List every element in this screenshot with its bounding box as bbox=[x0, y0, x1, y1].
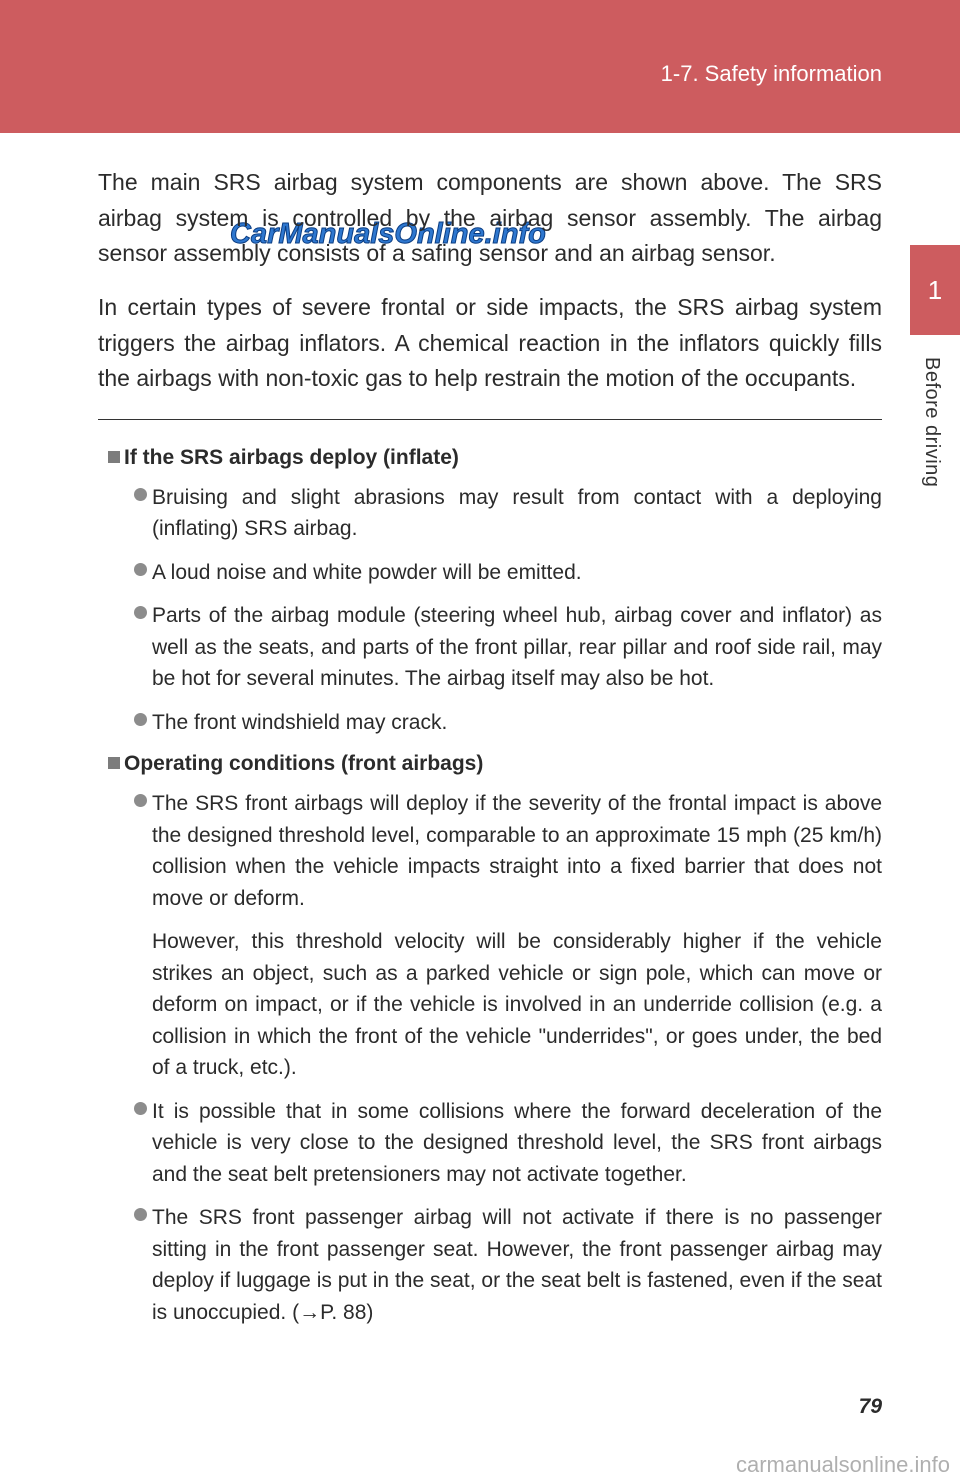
square-mark-icon bbox=[108, 451, 120, 463]
manual-page: 1-7. Safety information 1 Before driving… bbox=[0, 0, 960, 1484]
bullet-text: It is possible that in some collisions w… bbox=[152, 1096, 882, 1191]
section-heading-text: If the SRS airbags deploy (inflate) bbox=[124, 446, 459, 469]
footer-watermark: carmanualsonline.info bbox=[736, 1452, 950, 1478]
bullet-subtext: However, this threshold velocity will be… bbox=[152, 926, 882, 1084]
bullet-dot-icon bbox=[134, 488, 147, 501]
bullet-text: Parts of the airbag module (steering whe… bbox=[152, 600, 882, 695]
bullet-text: The SRS front passenger airbag will not … bbox=[152, 1202, 882, 1328]
bullet-dot-icon bbox=[134, 606, 147, 619]
chapter-tab: 1 bbox=[910, 245, 960, 335]
bullet-text: Bruising and slight abrasions may result… bbox=[152, 482, 882, 545]
bullet-item: A loud noise and white powder will be em… bbox=[134, 557, 882, 589]
page-number: 79 bbox=[859, 1395, 882, 1419]
bullet-item: Bruising and slight abrasions may result… bbox=[134, 482, 882, 545]
section-heading: If the SRS airbags deploy (inflate) bbox=[108, 446, 882, 470]
chapter-number: 1 bbox=[928, 275, 942, 306]
section-heading: Operating conditions (front airbags) bbox=[108, 752, 882, 776]
section: Operating conditions (front airbags) The … bbox=[98, 752, 882, 1328]
bullet-dot-icon bbox=[134, 713, 147, 726]
bullet-item: It is possible that in some collisions w… bbox=[134, 1096, 882, 1191]
bullet-text: A loud noise and white powder will be em… bbox=[152, 557, 882, 589]
bullet-item: The front windshield may crack. bbox=[134, 707, 882, 739]
bullet-text: The front windshield may crack. bbox=[152, 707, 882, 739]
bullet-dot-icon bbox=[134, 1102, 147, 1115]
chapter-title-vertical: Before driving bbox=[920, 357, 943, 487]
section-heading-text: Operating conditions (front airbags) bbox=[124, 752, 483, 775]
bullet-item: The SRS front passenger airbag will not … bbox=[134, 1202, 882, 1328]
section-label: 1-7. Safety information bbox=[661, 61, 882, 87]
content-area: The main SRS airbag system components ar… bbox=[98, 165, 882, 1340]
intro-paragraph-1: The main SRS airbag system components ar… bbox=[98, 165, 882, 272]
bullet-dot-icon bbox=[134, 1208, 147, 1221]
section-divider bbox=[98, 419, 882, 420]
intro-paragraph-2: In certain types of severe frontal or si… bbox=[98, 290, 882, 397]
bullet-item: Parts of the airbag module (steering whe… bbox=[134, 600, 882, 695]
bullet-dot-icon bbox=[134, 794, 147, 807]
section: If the SRS airbags deploy (inflate) Bruis… bbox=[98, 446, 882, 739]
bullet-item: The SRS front airbags will deploy if the… bbox=[134, 788, 882, 1084]
bullet-dot-icon bbox=[134, 563, 147, 576]
bullet-text: The SRS front airbags will deploy if the… bbox=[152, 788, 882, 914]
square-mark-icon bbox=[108, 757, 120, 769]
